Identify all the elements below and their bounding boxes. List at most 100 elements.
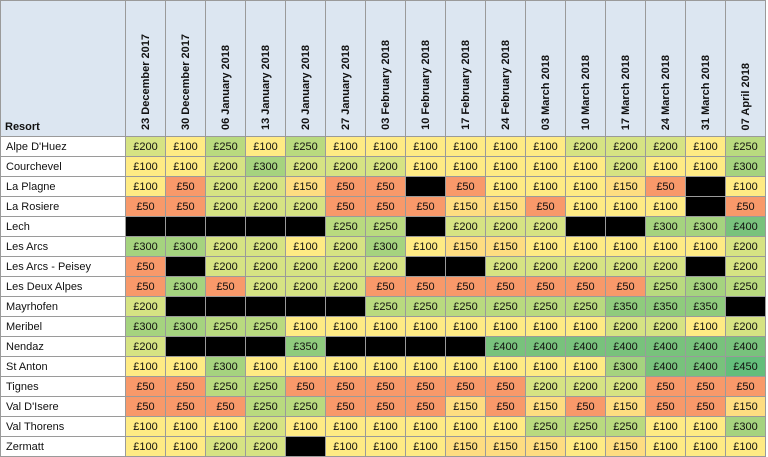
price-cell: £150 [605, 176, 646, 197]
price-cell: £50 [325, 176, 366, 197]
price-cell: £400 [565, 336, 606, 357]
resort-name: Lech [0, 216, 126, 237]
price-cell: £50 [165, 176, 206, 197]
price-cell: £250 [725, 136, 766, 157]
price-cell: £50 [285, 376, 326, 397]
price-cell: £100 [565, 236, 606, 257]
price-cell: £300 [125, 316, 166, 337]
unavailable-cell [685, 256, 726, 277]
price-cell: £200 [245, 436, 286, 457]
price-cell: £100 [485, 176, 526, 197]
price-cell: £100 [125, 416, 166, 437]
price-cell: £100 [405, 136, 446, 157]
price-cell: £150 [485, 196, 526, 217]
price-cell: £50 [365, 376, 406, 397]
price-cell: £400 [685, 356, 726, 377]
price-cell: £100 [605, 236, 646, 257]
price-cell: £100 [525, 316, 566, 337]
price-cell: £200 [605, 136, 646, 157]
price-cell: £200 [285, 156, 326, 177]
resort-name: Alpe D'Huez [0, 136, 126, 157]
price-cell: £50 [325, 396, 366, 417]
price-cell: £250 [605, 416, 646, 437]
price-cell: £200 [485, 256, 526, 277]
price-cell: £200 [525, 376, 566, 397]
price-cell: £200 [565, 376, 606, 397]
price-cell: £50 [445, 276, 486, 297]
date-label: 24 March 2018 [659, 54, 672, 130]
unavailable-cell [165, 296, 206, 317]
price-cell: £100 [565, 356, 606, 377]
price-cell: £200 [205, 196, 246, 217]
price-cell: £200 [485, 216, 526, 237]
price-cell: £200 [605, 316, 646, 337]
price-cell: £250 [245, 316, 286, 337]
table-body: Alpe D'Huez £200 £100 £250 £100 £250 £100 £100 £… [0, 136, 766, 457]
unavailable-cell [165, 216, 206, 237]
price-cell: £50 [685, 376, 726, 397]
price-cell: £200 [245, 196, 286, 217]
price-cell: £200 [605, 156, 646, 177]
price-cell: £50 [485, 396, 526, 417]
price-cell: £100 [485, 316, 526, 337]
price-cell: £50 [725, 376, 766, 397]
price-cell: £250 [205, 376, 246, 397]
date-column-header: 27 January 2018 [325, 0, 366, 137]
price-cell: £100 [445, 156, 486, 177]
price-cell: £200 [245, 236, 286, 257]
price-cell: £100 [685, 156, 726, 177]
resort-name: La Plagne [0, 176, 126, 197]
date-column-header: 13 January 2018 [245, 0, 286, 137]
price-cell: £50 [405, 196, 446, 217]
price-cell: £50 [205, 396, 246, 417]
price-cell: £100 [165, 156, 206, 177]
table-row: Lech £250 £250 £200 £200 £200 £300 £300 £400 [0, 216, 766, 237]
price-cell: £300 [125, 236, 166, 257]
price-cell: £100 [565, 196, 606, 217]
price-cell: £200 [125, 296, 166, 317]
table-row: Mayrhofen £200 £250 £250 £250 £250 £250 £250 £35… [0, 296, 766, 317]
price-cell: £100 [165, 436, 206, 457]
price-cell: £200 [125, 136, 166, 157]
price-cell: £50 [125, 396, 166, 417]
unavailable-cell [445, 256, 486, 277]
price-cell: £100 [365, 136, 406, 157]
price-cell: £300 [165, 236, 206, 257]
price-cell: £50 [365, 196, 406, 217]
price-cell: £50 [405, 396, 446, 417]
price-cell: £100 [245, 136, 286, 157]
resort-name: Val D'Isere [0, 396, 126, 417]
date-label: 03 March 2018 [539, 54, 552, 130]
price-cell: £100 [525, 136, 566, 157]
price-cell: £100 [525, 156, 566, 177]
price-cell: £250 [565, 296, 606, 317]
price-cell: £250 [205, 136, 246, 157]
price-cell: £200 [325, 236, 366, 257]
resort-name: St Anton [0, 356, 126, 377]
header-row: Resort 23 December 2017 30 December 2017 0… [0, 0, 766, 137]
price-cell: £300 [645, 216, 686, 237]
price-cell: £250 [725, 276, 766, 297]
price-cell: £50 [125, 256, 166, 277]
price-cell: £100 [125, 356, 166, 377]
price-cell: £50 [485, 376, 526, 397]
price-cell: £100 [285, 416, 326, 437]
price-cell: £200 [325, 156, 366, 177]
price-cell: £100 [125, 436, 166, 457]
unavailable-cell [205, 336, 246, 357]
price-cell: £200 [605, 256, 646, 277]
date-column-header: 20 January 2018 [285, 0, 326, 137]
price-cell: £100 [405, 236, 446, 257]
price-cell: £100 [285, 236, 326, 257]
price-cell: £150 [605, 436, 646, 457]
date-label: 20 January 2018 [299, 44, 312, 130]
price-cell: £200 [205, 236, 246, 257]
date-column-header: 10 February 2018 [405, 0, 446, 137]
price-cell: £50 [525, 276, 566, 297]
price-cell: £100 [645, 196, 686, 217]
price-cell: £100 [645, 236, 686, 257]
date-column-header: 03 February 2018 [365, 0, 406, 137]
unavailable-cell [285, 296, 326, 317]
price-cell: £100 [565, 156, 606, 177]
